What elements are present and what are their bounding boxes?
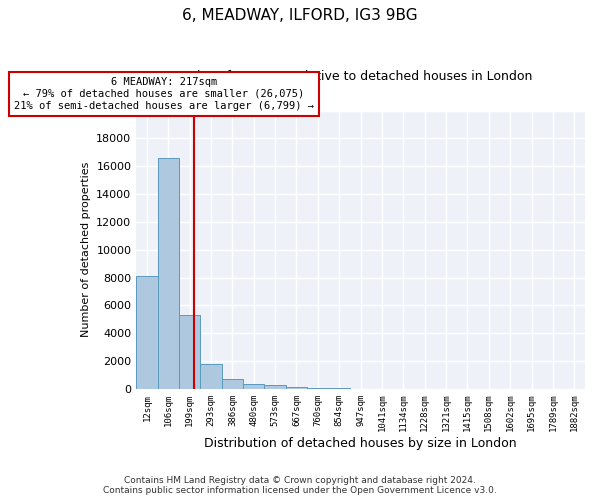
Y-axis label: Number of detached properties: Number of detached properties [80,162,91,338]
Bar [265,386,286,389]
Bar [307,388,329,389]
Text: 6 MEADWAY: 217sqm
← 79% of detached houses are smaller (26,075)
21% of semi-deta: 6 MEADWAY: 217sqm ← 79% of detached hous… [14,78,314,110]
Bar [329,388,350,389]
Bar [136,276,158,389]
Bar [200,364,221,389]
Bar [179,315,200,389]
Bar [243,384,265,389]
Bar [221,379,243,389]
Title: Size of property relative to detached houses in London: Size of property relative to detached ho… [189,70,532,83]
Bar [286,387,307,389]
X-axis label: Distribution of detached houses by size in London: Distribution of detached houses by size … [204,437,517,450]
Text: Contains HM Land Registry data © Crown copyright and database right 2024.
Contai: Contains HM Land Registry data © Crown c… [103,476,497,495]
Text: 6, MEADWAY, ILFORD, IG3 9BG: 6, MEADWAY, ILFORD, IG3 9BG [182,8,418,22]
Bar [158,158,179,389]
